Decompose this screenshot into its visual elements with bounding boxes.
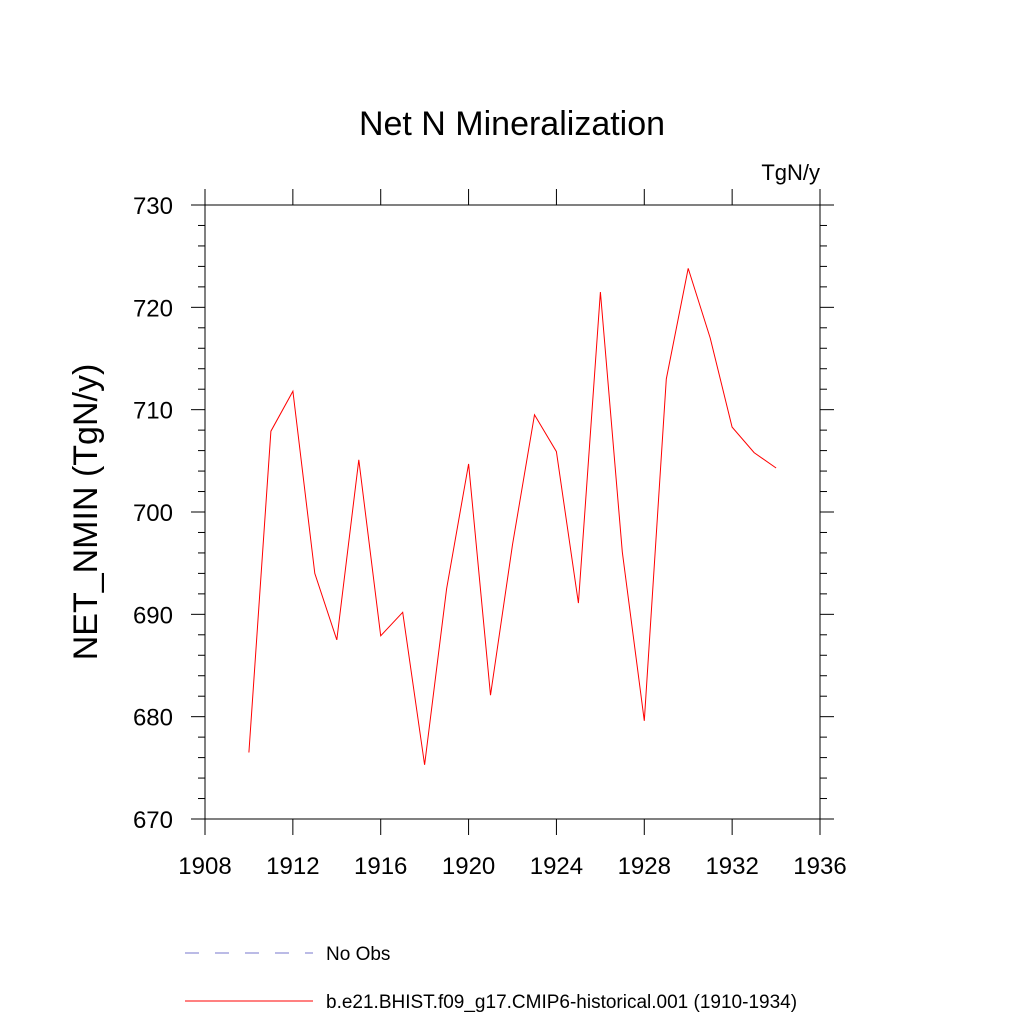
plot-frame [204,204,821,820]
legend: No Obs b.e21.BHIST.f09_g17.CMIP6-historic… [185,944,797,1013]
y-tick-label: 700 [133,500,173,527]
x-tick-label: 1912 [266,853,319,880]
y-tick-label: 710 [133,398,173,425]
chart-title: Net N Mineralization [359,105,665,143]
legend-label: No Obs [326,944,390,965]
y-axis-label: NET_NMIN (TgN/y) [67,364,105,661]
plot-area: 1908 1912 1916 1920 1924 1928 1932 1936 670 680 69… [133,189,847,880]
units-label: TgN/y [761,160,820,185]
x-tick-label: 1920 [442,853,495,880]
legend-label: b.e21.BHIST.f09_g17.CMIP6-historical.001… [326,992,797,1013]
y-tick-label: 670 [133,807,173,834]
y-tick-label: 680 [133,705,173,732]
x-tick-label: 1936 [793,853,846,880]
y-tick-label: 690 [133,602,173,629]
y-tick-label: 720 [133,295,173,322]
x-tick-label: 1924 [530,853,583,880]
x-tick-label: 1916 [354,853,407,880]
x-tick-label: 1928 [618,853,671,880]
series-line [248,268,777,765]
x-tick-label: 1908 [178,853,231,880]
x-tick-label: 1932 [705,853,758,880]
y-tick-label: 730 [133,193,173,220]
